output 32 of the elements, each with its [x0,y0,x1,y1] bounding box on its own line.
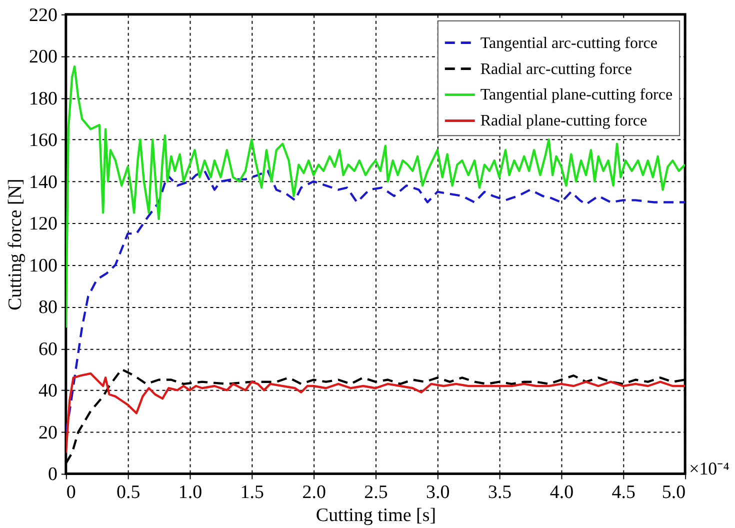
x-tick-label: 0 [66,482,76,504]
legend-label: Tangential plane-cutting force [480,86,673,104]
x-tick-label: 3.5 [488,482,512,504]
legend-label: Radial arc-cutting force [480,60,632,78]
y-tick-label: 180 [28,88,58,110]
y-tick-label: 100 [28,255,58,276]
y-tick-label: 60 [38,338,58,360]
y-tick-label: 160 [28,130,58,152]
x-tick-label: 4.0 [550,482,574,504]
legend-label: Tangential arc-cutting force [480,34,658,52]
y-tick-label: 20 [38,422,58,444]
x-tick-label: 1.5 [240,482,264,504]
x-tick-label: 2.0 [302,482,326,504]
text: ×10⁻⁴ [689,458,730,479]
x-tick-label: 3.0 [426,482,450,504]
x-tick-label: 0.5 [116,482,140,504]
x-tick-label: 4.5 [612,482,636,504]
x-tick-label: 1.0 [178,482,202,504]
y-tick-label: 120 [28,214,58,235]
y-tick-label: 200 [28,46,58,68]
y-axis-title: Cutting force [N] [4,178,26,310]
x-tick-label: 5.0 [662,482,686,504]
y-tick-label: 140 [28,172,58,193]
line-series [66,372,686,454]
y-tick-label: 220 [28,4,58,26]
line-series [66,170,686,434]
y-tick-label: 40 [38,380,58,402]
y-tick-label: 0 [48,464,58,486]
y-tick-label: 80 [38,297,58,318]
x-tick-label: 2.5 [364,482,388,504]
x-axis-title: Cutting time [s] [316,505,436,526]
legend-label: Radial plane-cutting force [480,112,648,130]
